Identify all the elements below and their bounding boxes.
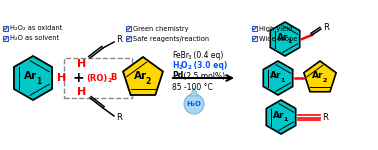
Circle shape xyxy=(184,94,204,114)
Text: 2: 2 xyxy=(322,78,327,83)
Text: O: O xyxy=(181,61,187,70)
Text: R: R xyxy=(116,36,122,45)
Text: Ar: Ar xyxy=(312,72,324,81)
Text: (3.0 eq): (3.0 eq) xyxy=(191,61,228,70)
Text: H₂O: H₂O xyxy=(187,101,201,107)
Text: 2: 2 xyxy=(146,76,151,85)
Text: Ar: Ar xyxy=(135,71,147,81)
Polygon shape xyxy=(266,100,296,134)
Polygon shape xyxy=(263,61,293,95)
Polygon shape xyxy=(304,61,336,92)
Text: H: H xyxy=(172,61,178,70)
Text: H₂O₂ as oxidant: H₂O₂ as oxidant xyxy=(10,26,62,32)
Polygon shape xyxy=(14,56,52,100)
FancyBboxPatch shape xyxy=(3,36,8,41)
FancyBboxPatch shape xyxy=(126,26,131,31)
Text: Pd: Pd xyxy=(172,72,183,81)
Text: Ar: Ar xyxy=(277,33,289,42)
Text: R: R xyxy=(116,114,122,123)
Text: (RO): (RO) xyxy=(86,74,107,82)
Text: 1: 1 xyxy=(36,76,41,85)
Text: H: H xyxy=(57,73,66,83)
Text: Green chemistry: Green chemistry xyxy=(133,26,189,32)
Text: 3: 3 xyxy=(188,55,192,60)
Text: Ar: Ar xyxy=(270,72,282,81)
Text: H: H xyxy=(77,87,87,97)
Text: R: R xyxy=(322,112,328,122)
Text: 85 -100 °C: 85 -100 °C xyxy=(172,84,213,93)
Text: 1: 1 xyxy=(284,117,288,122)
Text: 1: 1 xyxy=(280,78,285,83)
FancyBboxPatch shape xyxy=(126,36,131,41)
Text: Ar: Ar xyxy=(273,111,285,120)
Text: Safe reagents/reaction: Safe reagents/reaction xyxy=(133,36,209,42)
FancyBboxPatch shape xyxy=(252,26,257,31)
Text: 1: 1 xyxy=(287,39,292,44)
Text: Wide scope: Wide scope xyxy=(259,36,297,42)
Text: +: + xyxy=(72,71,84,85)
Text: 2: 2 xyxy=(178,65,182,70)
Text: Ar: Ar xyxy=(25,71,37,81)
Polygon shape xyxy=(190,88,198,96)
Text: (2.5 mol%): (2.5 mol%) xyxy=(181,72,225,81)
Text: B: B xyxy=(110,74,116,82)
Text: R: R xyxy=(323,24,329,33)
Text: High yield: High yield xyxy=(259,26,292,32)
Text: H: H xyxy=(77,59,87,69)
Text: FeBr: FeBr xyxy=(172,51,189,60)
FancyBboxPatch shape xyxy=(252,36,257,41)
FancyBboxPatch shape xyxy=(3,26,8,31)
Text: (0.4 eq): (0.4 eq) xyxy=(191,51,223,60)
Text: H₂O as solvent: H₂O as solvent xyxy=(10,36,59,42)
Polygon shape xyxy=(270,22,300,56)
Polygon shape xyxy=(123,57,163,95)
Text: 2: 2 xyxy=(107,78,112,82)
Text: 2: 2 xyxy=(188,65,192,70)
